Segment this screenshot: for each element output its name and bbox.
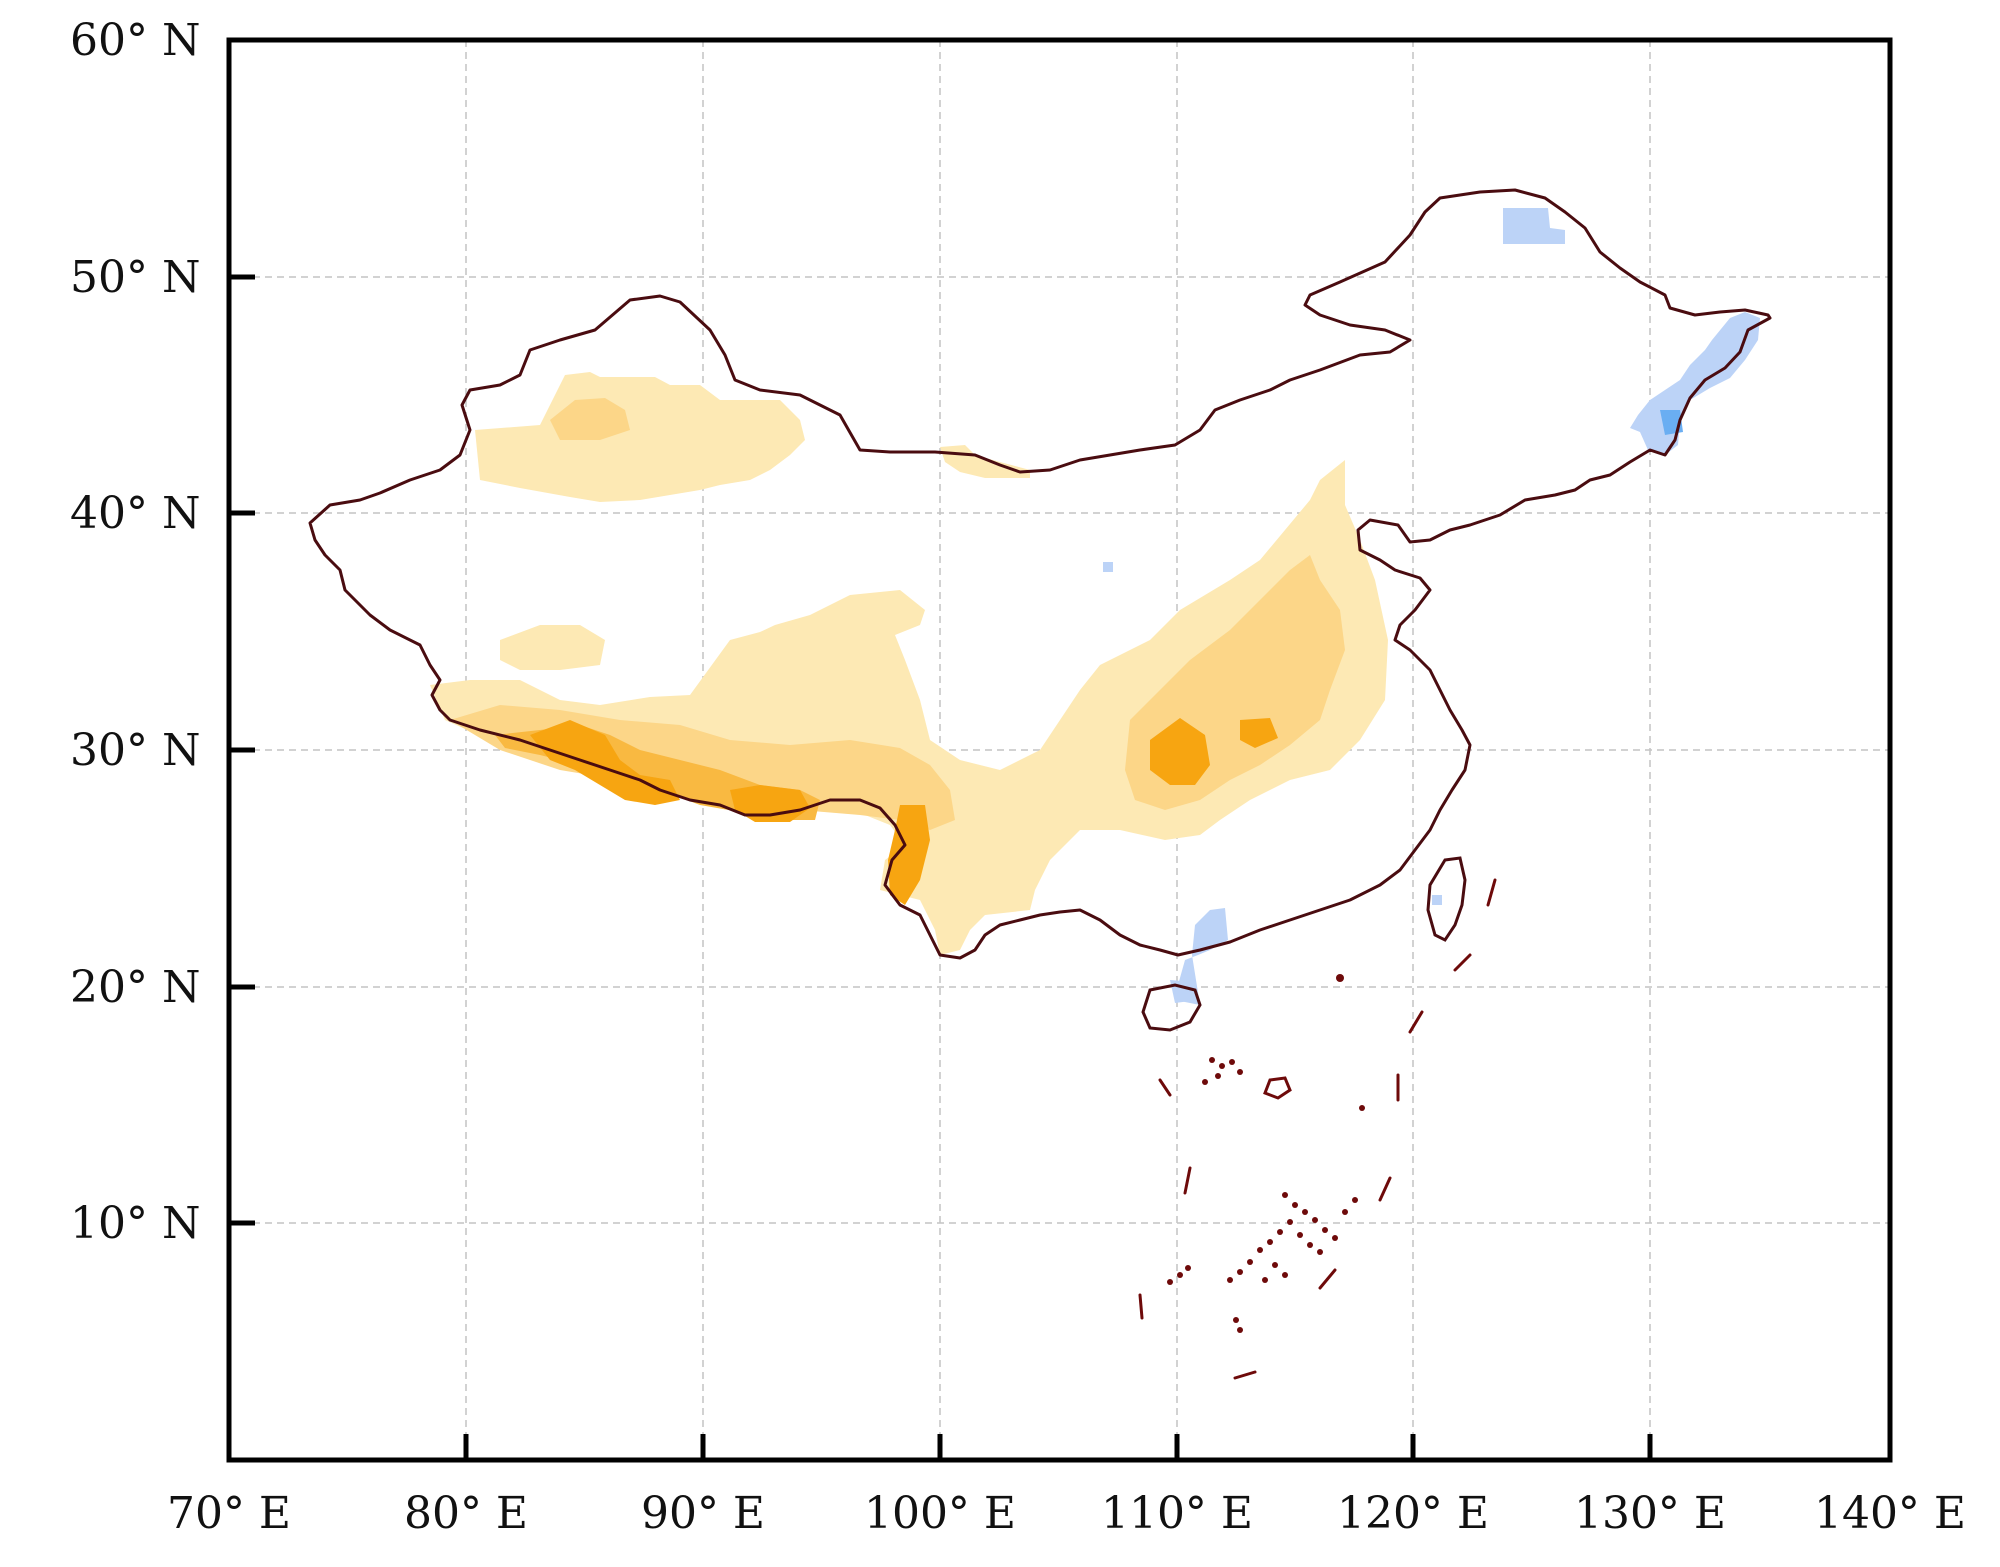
region-deep-orange-hubei [1240, 718, 1278, 748]
island-dots [1167, 974, 1365, 1333]
region-light-northwest [475, 372, 805, 502]
lat-label-30: 30° N [70, 725, 200, 776]
lon-label-90: 90° E [641, 1488, 765, 1539]
region-lightblue-shanxi [1103, 562, 1113, 572]
region-light-tibet [430, 460, 1388, 955]
taiwan-island [1426, 856, 1467, 942]
china-border [308, 188, 1772, 960]
region-lightblue-taiwan [1432, 895, 1442, 905]
shaded-regions [430, 208, 1760, 1005]
lat-label-10: 10° N [70, 1198, 200, 1249]
region-lightblue-hainan [1170, 980, 1198, 1003]
lon-label-80: 80° E [404, 1488, 528, 1539]
region-lightblue-heilongjiang-north [1503, 208, 1565, 244]
region-yellow-northwest [550, 398, 630, 440]
region-deep-orange-sichuan [1150, 718, 1210, 785]
south-china-sea-islands [1138, 878, 1497, 1380]
lat-label-20: 20° N [70, 962, 200, 1013]
lon-label-130: 130° E [1574, 1488, 1726, 1539]
lat-label-60: 60° N [70, 15, 200, 66]
lon-label-140: 140° E [1814, 1488, 1966, 1539]
lat-label-50: 50° N [70, 252, 200, 303]
lat-labels: 60° N 50° N 40° N 30° N 20° N 10° N [70, 15, 200, 1249]
lon-label-70: 70° E [167, 1488, 291, 1539]
lon-label-120: 120° E [1337, 1488, 1489, 1539]
lon-label-100: 100° E [864, 1488, 1016, 1539]
region-lightblue-guangdong [1175, 908, 1228, 1005]
lon-label-110: 110° E [1101, 1488, 1253, 1539]
lon-labels: 70° E 80° E 90° E 100° E 110° E 120° E 1… [167, 1488, 1966, 1539]
axis-ticks [229, 274, 1653, 1460]
region-deep-orange-tibet-west [530, 720, 680, 805]
hainan-island [1141, 983, 1202, 1032]
lat-label-40: 40° N [70, 488, 200, 539]
region-light-tibet-west [500, 625, 605, 670]
region-light-gansu [940, 445, 1030, 478]
